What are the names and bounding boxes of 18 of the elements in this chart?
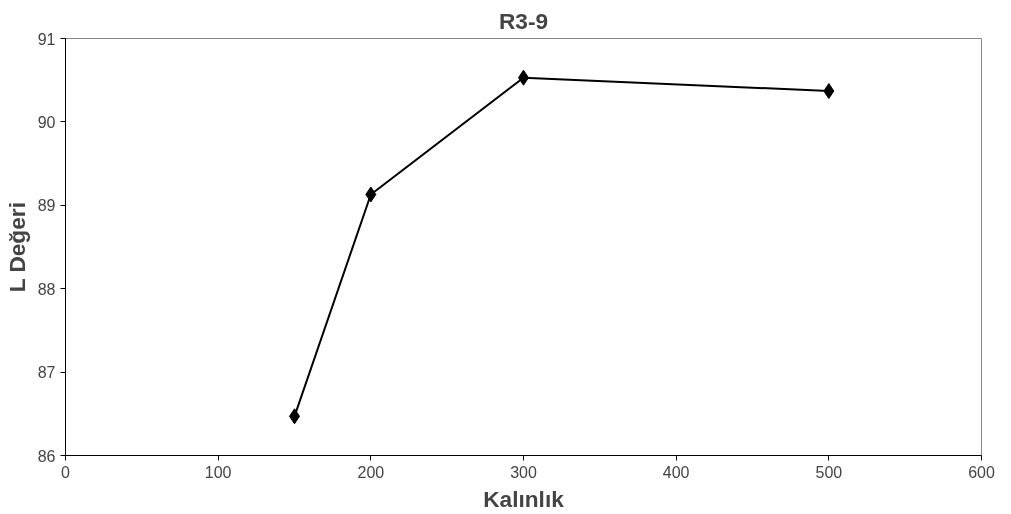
x-tick-label: 600 — [968, 463, 995, 481]
y-tick-label: 91 — [37, 30, 56, 48]
point — [365, 186, 377, 203]
x-tick-label: 200 — [357, 463, 385, 481]
y-tick-label: 90 — [37, 113, 56, 131]
y-tick-label: 88 — [37, 280, 56, 298]
x-tick-label: 0 — [61, 463, 71, 481]
y-axis-title: L Değeri — [3, 202, 30, 293]
y-tick-label: 87 — [37, 364, 56, 382]
y-tick-label: 89 — [37, 197, 56, 215]
x-axis-title: Kalınlık — [483, 485, 565, 512]
x-tick-label: 100 — [204, 463, 232, 481]
x-tick-label: 300 — [510, 463, 537, 481]
x-tick-label: 400 — [662, 463, 690, 481]
point — [823, 83, 835, 100]
x-tick-label: 500 — [815, 463, 843, 481]
chart-title: R3-9 — [498, 7, 549, 34]
y-tick-label: 86 — [37, 447, 56, 465]
